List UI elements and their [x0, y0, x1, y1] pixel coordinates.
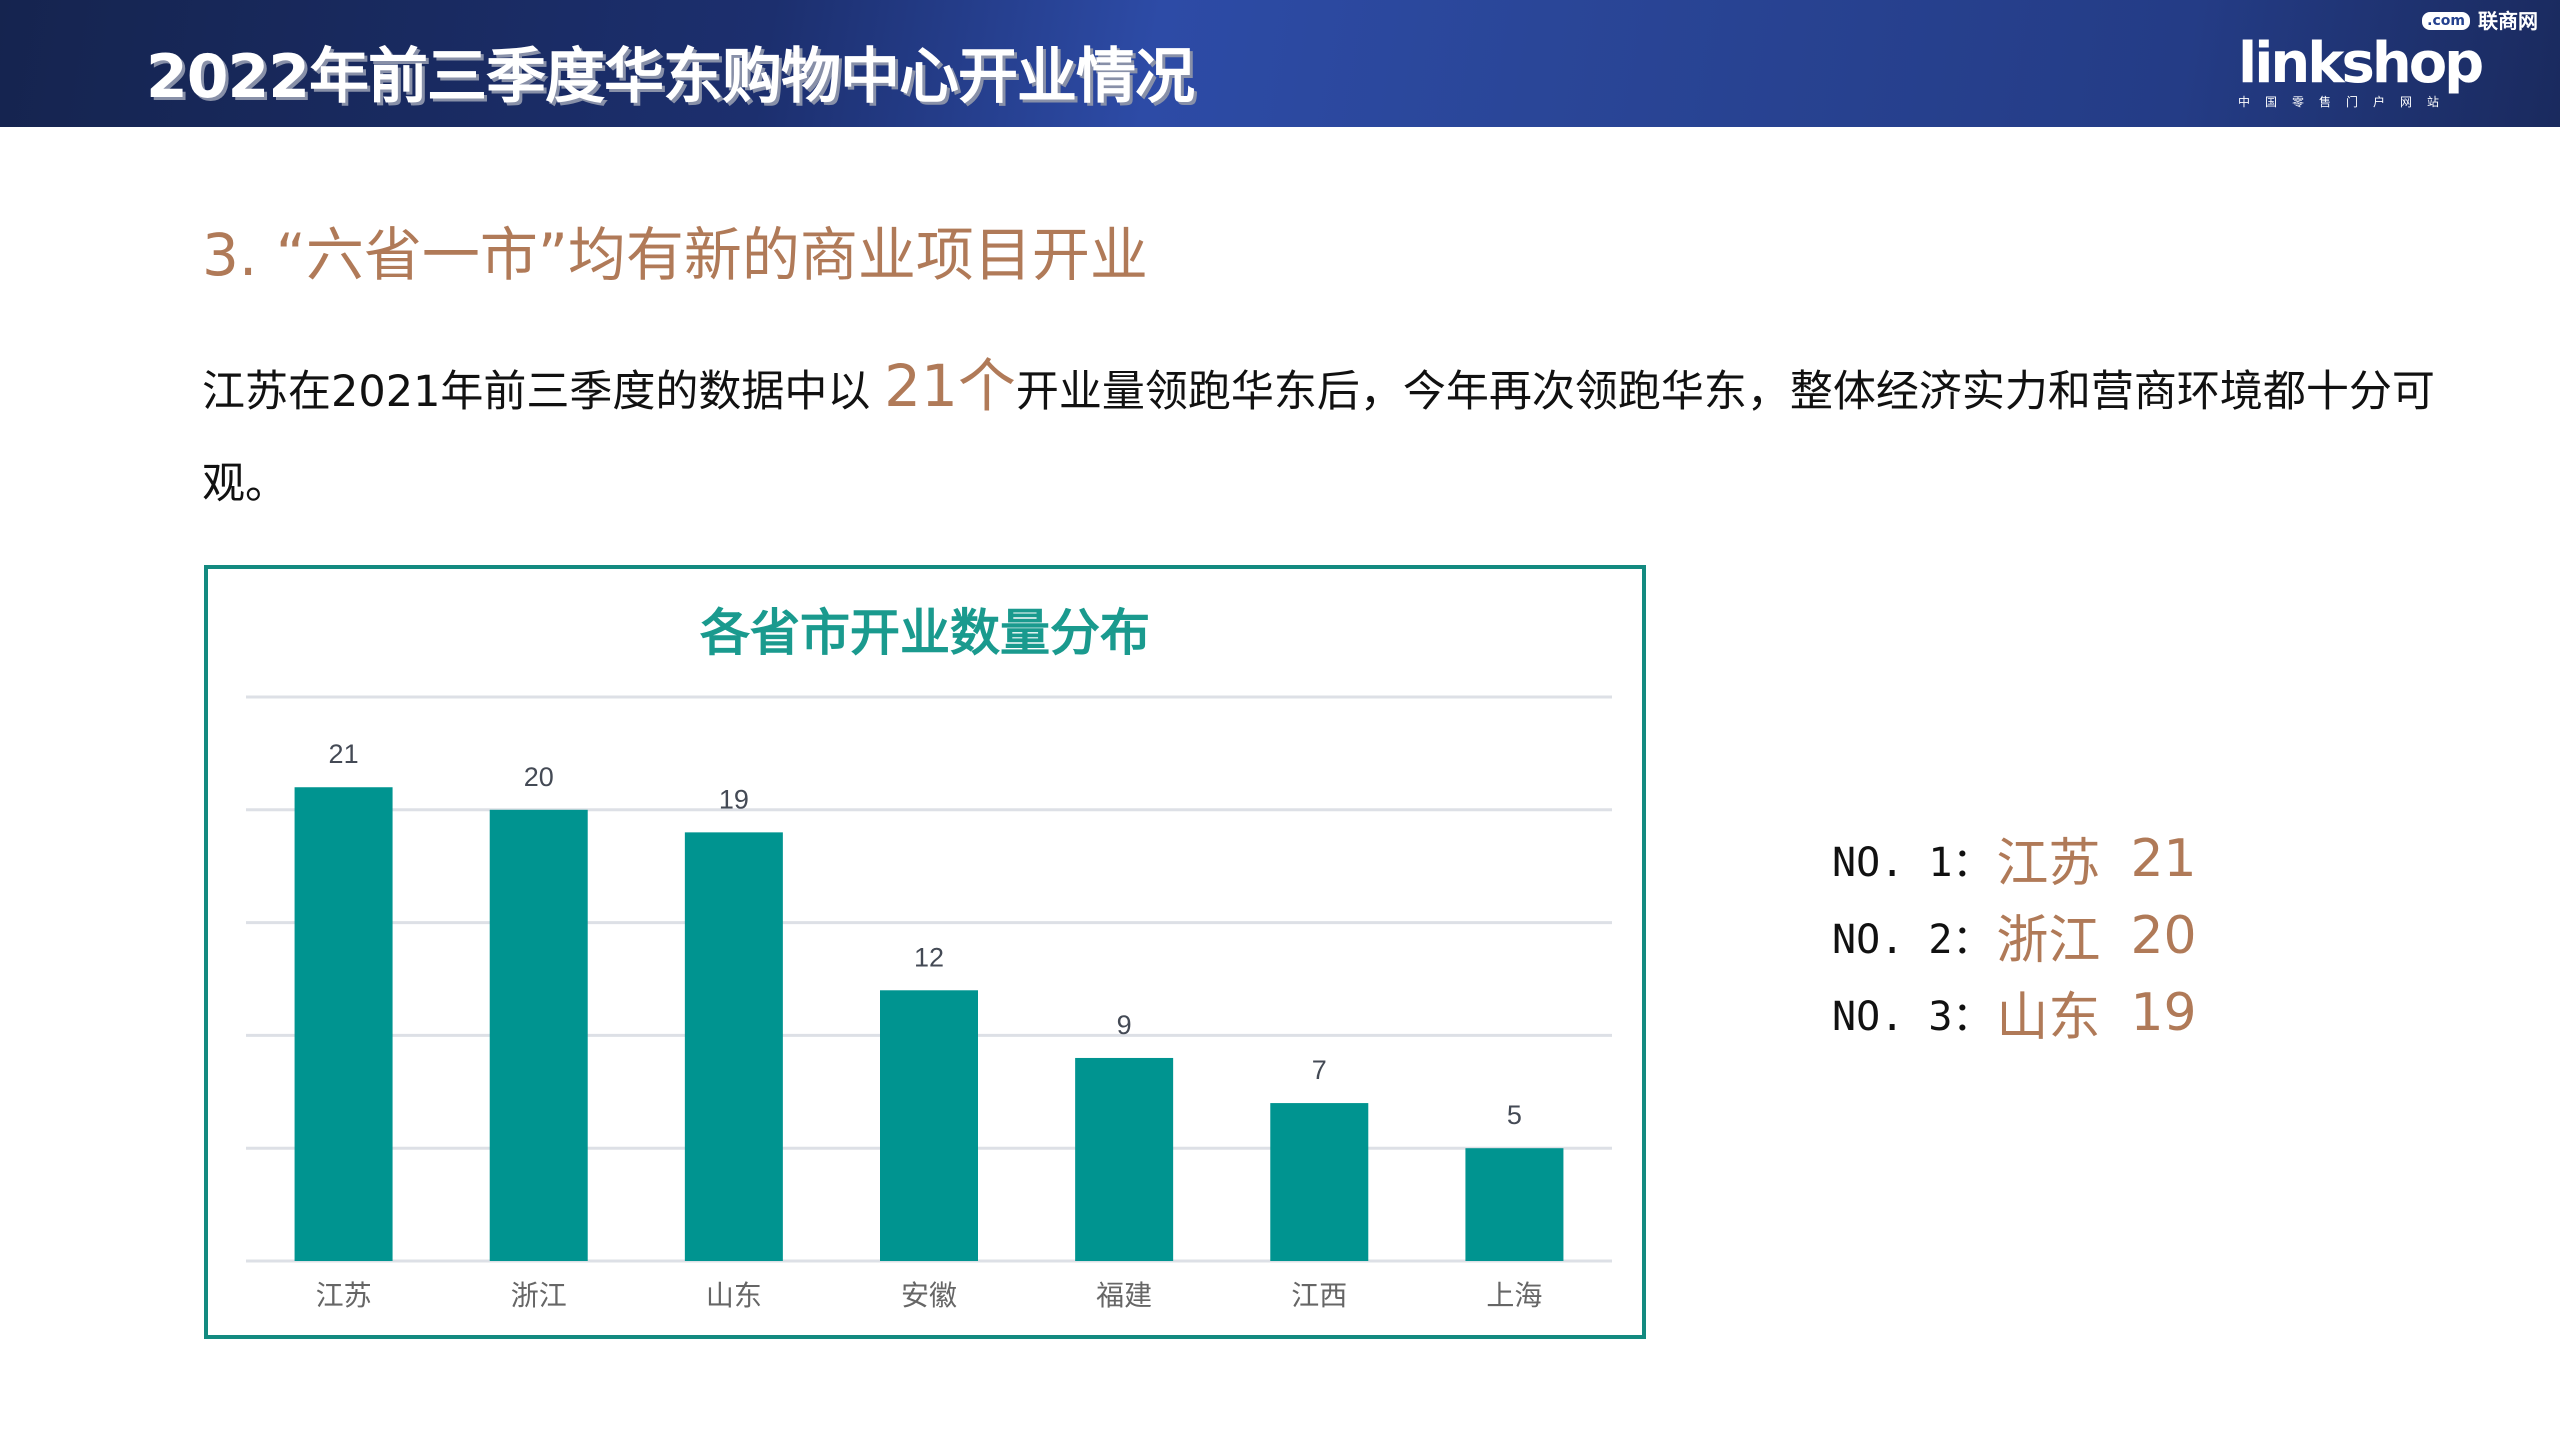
- x-tick-label: 上海: [1486, 1279, 1542, 1312]
- ranking-list: NO. 1： 江苏 21 NO. 2： 浙江 20 NO. 3： 山东 19: [1832, 820, 2197, 1051]
- rank-no: NO. 2：: [1832, 916, 1993, 963]
- rank-no: NO. 1：: [1832, 839, 1993, 886]
- header-banner: 2022年前三季度华东购物中心开业情况 .com 联商网 linkshop 中国…: [0, 0, 2560, 127]
- logo-top-row: .com 联商网: [2422, 8, 2538, 34]
- x-tick-label: 江苏: [316, 1279, 372, 1312]
- x-tick-label: 福建: [1096, 1279, 1152, 1312]
- x-tick-label: 江西: [1291, 1279, 1347, 1312]
- bar: [684, 832, 783, 1261]
- bar: [294, 787, 393, 1261]
- data-label: 9: [1117, 1010, 1132, 1040]
- data-label: 7: [1312, 1055, 1327, 1085]
- data-label: 5: [1507, 1100, 1522, 1130]
- data-label: 12: [914, 942, 944, 972]
- data-label: 20: [524, 762, 554, 792]
- ranking-item: NO. 3： 山东 19: [1832, 974, 2197, 1051]
- data-label: 21: [329, 739, 359, 769]
- bar: [1075, 1057, 1174, 1261]
- bar: [489, 809, 588, 1261]
- rank-value: 21: [2130, 828, 2197, 889]
- bar: [1270, 1103, 1369, 1261]
- para-before: 江苏在2021年前三季度的数据中以: [202, 367, 885, 417]
- ranking-item: NO. 2： 浙江 20: [1832, 897, 2197, 974]
- logo-com: .com: [2422, 12, 2470, 30]
- chart-title: 各省市开业数量分布: [700, 604, 1150, 662]
- logo-text: linkshop: [2238, 31, 2484, 96]
- logo-sub: 中国零售门户网站: [2238, 95, 2455, 109]
- rank-value: 20: [2130, 905, 2197, 966]
- para-highlight: 21个: [884, 352, 1016, 420]
- body-paragraph: 江苏在2021年前三季度的数据中以 21个开业量领跑华东后，今年再次领跑华东，整…: [202, 340, 2442, 530]
- data-label: 19: [719, 784, 749, 814]
- x-tick-label: 安徽: [901, 1279, 957, 1312]
- x-tick-label: 浙江: [511, 1279, 567, 1312]
- ranking-item: NO. 1： 江苏 21: [1832, 820, 2197, 897]
- rank-name: 山东: [1996, 988, 2101, 1048]
- chart-canvas: 21 江苏 20 浙江 19 山东 12 安徽 9 福建 7 江西 5 上海: [246, 695, 1612, 1312]
- section-heading: 3. “六省一市”均有新的商业项目开业: [202, 221, 1148, 289]
- bar-chart: 各省市开业数量分布 21 江苏 20 浙江 19 山东 12 安徽 9 福建 7 江西 5 上海: [204, 565, 1646, 1339]
- bar: [1465, 1148, 1564, 1261]
- linkshop-logo: .com 联商网 linkshop 中国零售门户网站: [2238, 8, 2538, 110]
- rank-no: NO. 3：: [1832, 993, 1993, 1040]
- rank-value: 19: [2130, 982, 2197, 1043]
- page-title: 2022年前三季度华东购物中心开业情况: [146, 42, 1195, 112]
- rank-name: 浙江: [1996, 911, 2101, 971]
- rank-name: 江苏: [1996, 834, 2101, 894]
- para-after: 开业量领跑华东后，今年再次领跑华东，整体经济实力和营商环境都十分可观。: [202, 367, 2435, 509]
- logo-cn: 联商网: [2478, 9, 2538, 33]
- x-tick-label: 山东: [706, 1279, 762, 1312]
- bar: [880, 990, 978, 1261]
